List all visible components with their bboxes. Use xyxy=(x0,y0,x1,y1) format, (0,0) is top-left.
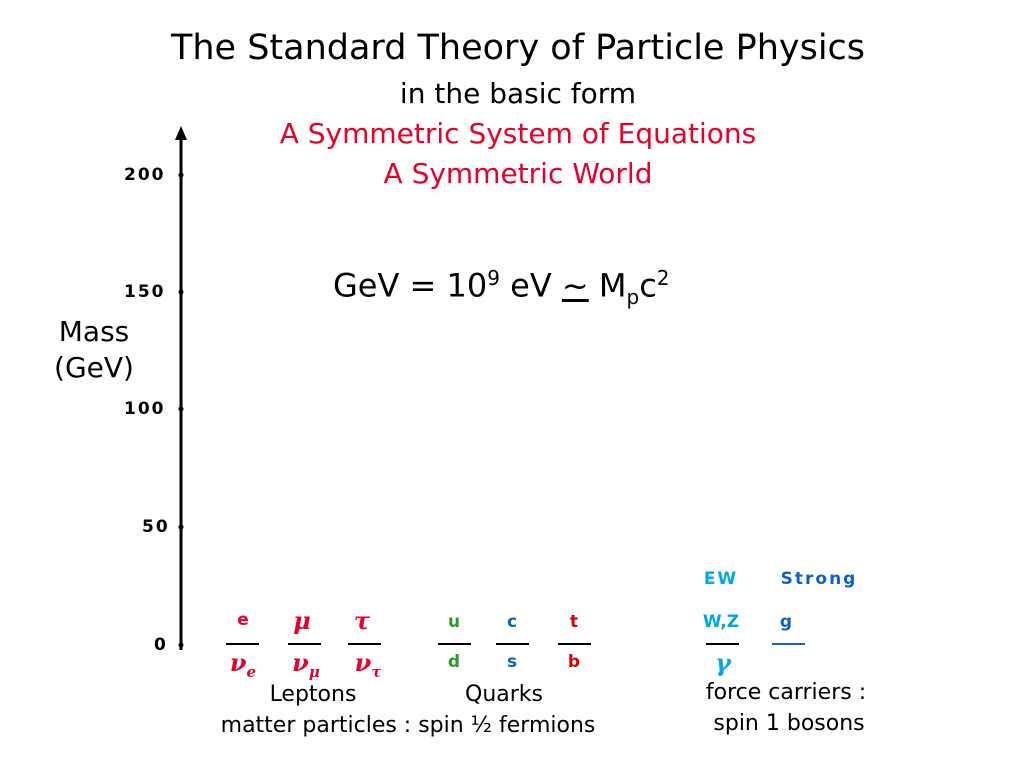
leptons-caption: Leptons xyxy=(269,682,357,707)
muon-level xyxy=(288,643,321,645)
force-carriers-caption: force carriers : xyxy=(705,680,867,705)
matter-particles-caption: matter particles : spin ½ fermions xyxy=(220,713,596,738)
tick-mark-0 xyxy=(178,642,184,648)
tick-mark-150 xyxy=(178,289,184,295)
tagline-symmetric-world: A Symmetric World xyxy=(383,157,653,190)
axis-arrowhead xyxy=(175,126,187,140)
page-subtitle: in the basic form xyxy=(399,77,637,110)
down-quark-label: d xyxy=(447,652,461,672)
formula-c-exponent: 2 xyxy=(656,266,670,290)
formula-exponent: 9 xyxy=(487,266,500,290)
top-quark-label: t xyxy=(569,612,579,632)
formula-mass: M xyxy=(588,266,627,305)
formula-mass-subscript: p xyxy=(626,285,640,310)
tick-mark-50 xyxy=(178,524,184,530)
muon-neutrino-label: νμ xyxy=(292,648,320,681)
tick-mark-200 xyxy=(178,172,184,178)
electron-label: e xyxy=(237,610,249,630)
tau-level xyxy=(348,643,381,645)
tick-label-200: 200 xyxy=(124,165,166,185)
gev-formula: GeV = 109 eV ~ Mpc2 xyxy=(333,266,670,309)
top-quark-level xyxy=(558,643,591,645)
tick-label-0: 0 xyxy=(154,635,168,655)
charm-quark-label: c xyxy=(506,612,518,632)
tick-label-50: 50 xyxy=(142,517,170,537)
tau-neutrino-label: ντ xyxy=(354,648,382,681)
spin-bosons-caption: spin 1 bosons xyxy=(713,711,865,736)
gluon-label: g xyxy=(779,612,793,632)
strange-quark-label: s xyxy=(506,652,518,672)
y-axis-label: Mass (GeV) xyxy=(44,314,144,386)
quarks-caption: Quarks xyxy=(465,682,543,707)
formula-ev: eV xyxy=(499,266,562,305)
up-quark-level xyxy=(438,643,471,645)
photon-label: γ xyxy=(715,648,731,677)
tick-label-150: 150 xyxy=(124,282,166,302)
electron-level xyxy=(226,643,259,645)
formula-lhs: GeV = 10 xyxy=(333,266,488,305)
charm-quark-level xyxy=(496,643,529,645)
strong-header: Strong xyxy=(780,569,858,589)
y-axis-label-mass: Mass xyxy=(58,315,130,348)
ew-header: EW xyxy=(703,569,739,589)
up-quark-label: u xyxy=(447,612,461,632)
wz-boson-level xyxy=(706,643,739,645)
page-title: The Standard Theory of Particle Physics xyxy=(170,28,866,68)
tagline-symmetric-equations: A Symmetric System of Equations xyxy=(279,117,757,150)
formula-c: c xyxy=(639,266,657,305)
formula-approx: ~ xyxy=(561,266,589,305)
tick-mark-100 xyxy=(178,406,184,412)
tick-label-100: 100 xyxy=(124,399,166,419)
tau-label: τ xyxy=(353,606,371,635)
y-axis-label-unit: (GeV) xyxy=(54,351,134,384)
gluon-level xyxy=(772,643,805,645)
wz-boson-label: W,Z xyxy=(702,612,740,632)
muon-label: μ xyxy=(293,606,311,635)
electron-neutrino-label: νe xyxy=(229,648,257,681)
bottom-quark-label: b xyxy=(567,652,581,672)
